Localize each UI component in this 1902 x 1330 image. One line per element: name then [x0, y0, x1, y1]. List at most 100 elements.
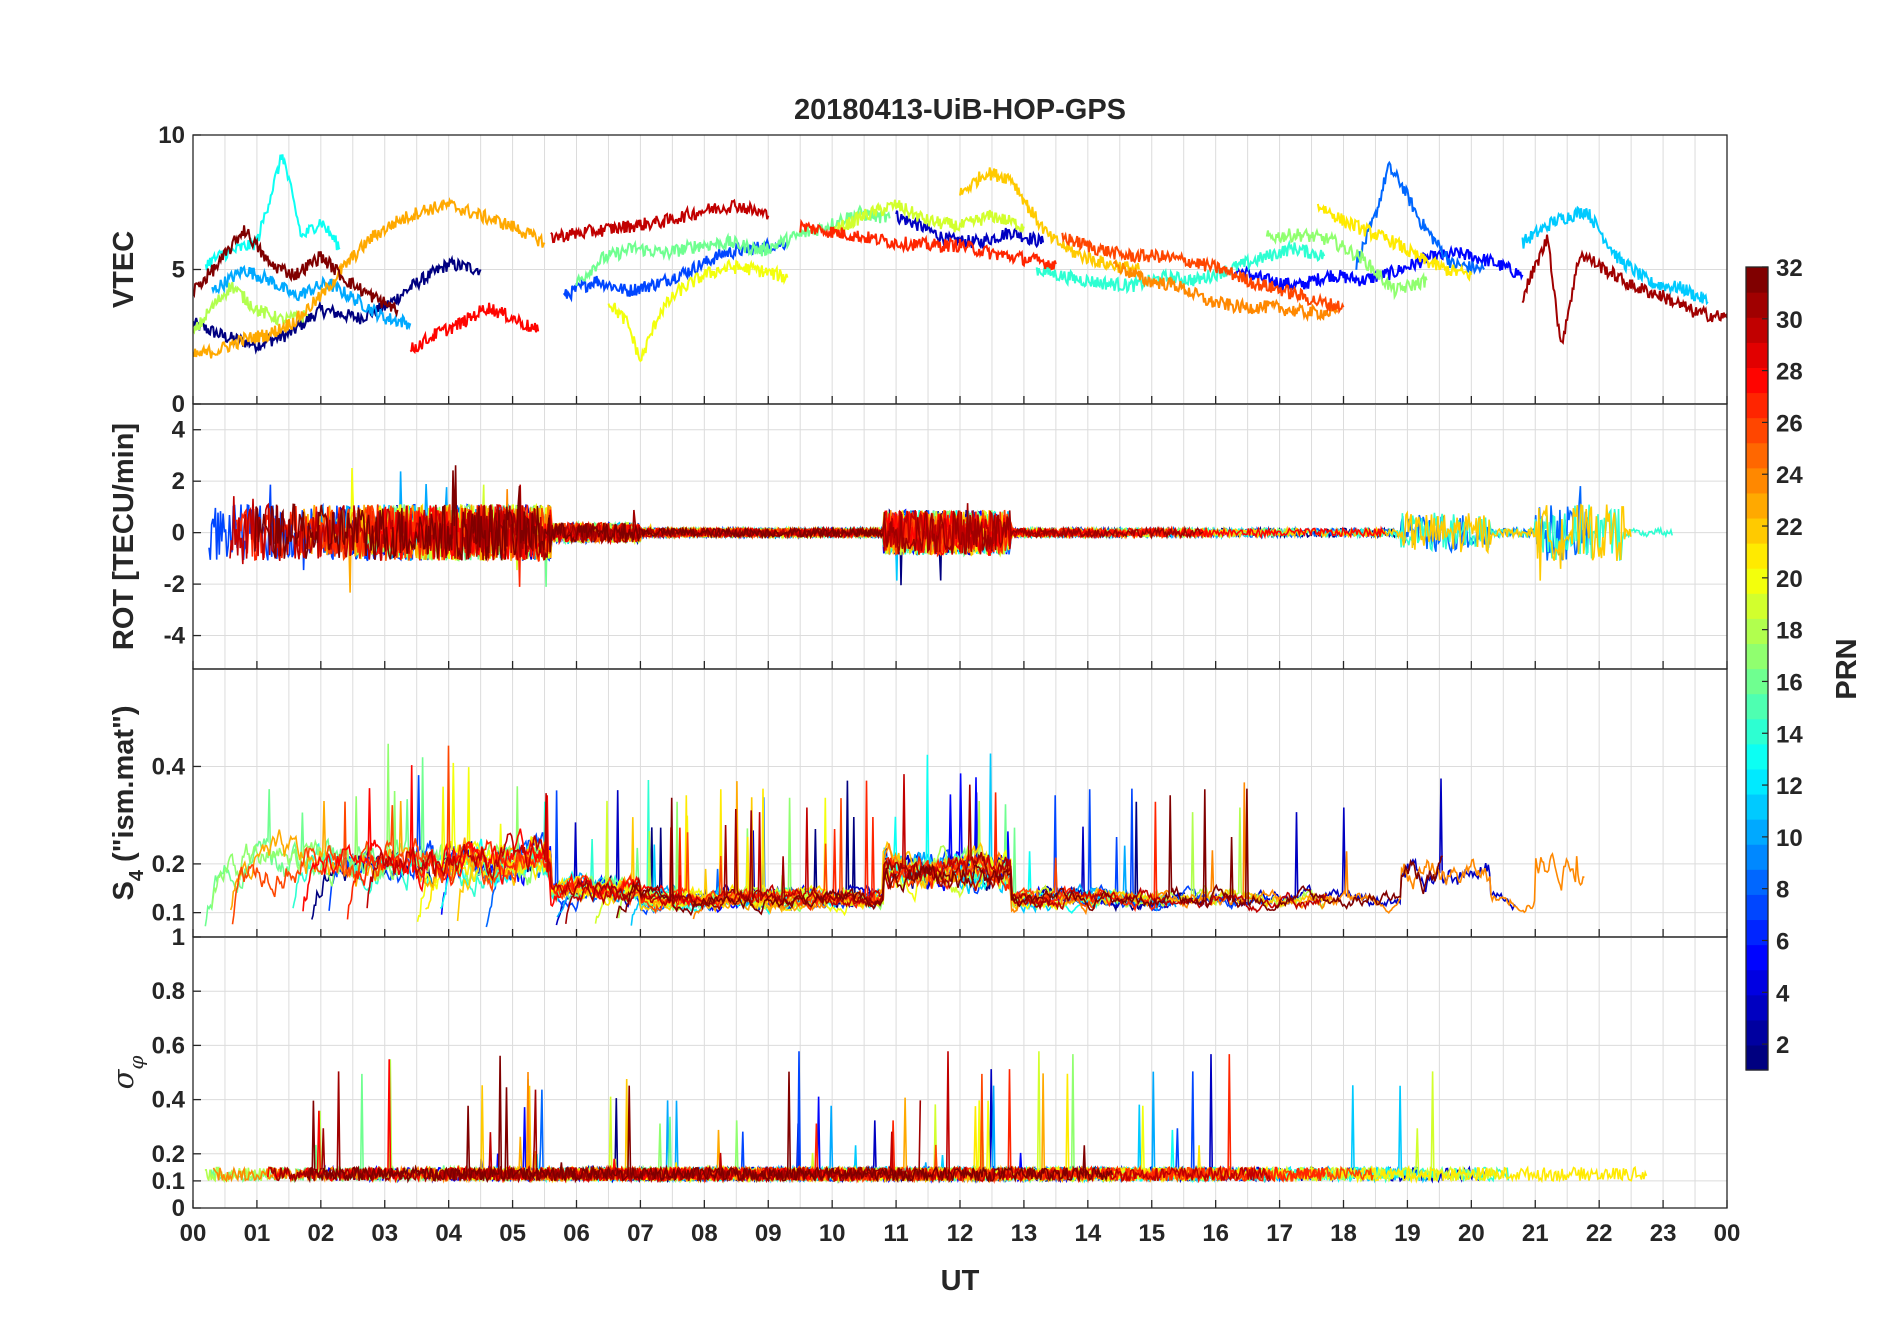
- colorbar-segment: [1746, 367, 1768, 394]
- vtec-series-prn-31: [1521, 234, 1727, 345]
- vtec-series-prn-8: [1355, 160, 1485, 275]
- vtec-series-prn-24: [1112, 259, 1339, 323]
- colorbar-segment: [1746, 743, 1768, 770]
- colorbar-tick-label: 20: [1776, 566, 1803, 593]
- x-tick-label: 21: [1522, 1220, 1549, 1247]
- vtec-series-prn-28: [409, 302, 540, 355]
- vtec-series-prn-7: [562, 236, 788, 303]
- y-tick-label: 10: [158, 122, 185, 149]
- y-axis-label-sub: φ: [124, 1056, 148, 1070]
- panel-sigma: 00.10.2 0.4 0.6 0.8 1 σφ 00 01 02 03 04 05 06 07 08 09 1…: [106, 924, 1740, 1247]
- colorbar-segment: [1746, 668, 1768, 695]
- rot-series-prn-30: [229, 484, 1100, 565]
- colorbar-segment: [1746, 593, 1768, 619]
- colorbar-segment: [1746, 568, 1768, 594]
- y-tick-label: 5: [172, 257, 185, 284]
- y-axis-label-main: S: [108, 881, 140, 900]
- colorbar-segment: [1746, 793, 1768, 820]
- x-axis-label: UT: [941, 1265, 980, 1297]
- colorbar-segment: [1746, 267, 1768, 293]
- y-tick-label: 4: [172, 417, 186, 444]
- colorbar-segment: [1746, 894, 1768, 921]
- y-tick-label: 1: [172, 924, 185, 951]
- y-tick-label: 0.2: [152, 851, 185, 878]
- colorbar-segment: [1746, 969, 1768, 996]
- x-tick-label: 03: [371, 1220, 398, 1247]
- vtec-series-prn-27: [799, 218, 1057, 271]
- colorbar-segment: [1746, 1019, 1768, 1046]
- panel-vtec: 0 5 10 VTEC: [108, 122, 1728, 418]
- y-tick-label: 0.4: [152, 753, 186, 780]
- x-tick-label: 19: [1394, 1220, 1421, 1247]
- x-tick-label: 12: [947, 1220, 974, 1247]
- y-axis-label-sub: 4: [126, 869, 148, 881]
- colorbar-tick-label: 22: [1776, 514, 1803, 541]
- colorbar-segment: [1746, 718, 1768, 745]
- x-tick-label: 09: [755, 1220, 782, 1247]
- x-tick-label: 17: [1266, 1220, 1293, 1247]
- vtec-series-prn-26: [1061, 231, 1345, 315]
- colorbar-tick-label: 12: [1776, 773, 1803, 800]
- colorbar-segment: [1746, 492, 1768, 519]
- colorbar-tick-label: 18: [1776, 618, 1803, 645]
- y-tick-label: 0: [172, 520, 185, 547]
- x-tick-label: 13: [1011, 1220, 1038, 1247]
- x-tick-label: 23: [1650, 1220, 1677, 1247]
- colorbar-frame: [1745, 266, 1769, 1071]
- series-layer: [204, 1051, 1648, 1185]
- colorbar-segment: [1746, 919, 1768, 946]
- panel-rot: -4 -2 0 2 4 ROT [TECU/min]: [108, 403, 1728, 670]
- colorbar-segment: [1746, 517, 1768, 544]
- series-layer: [204, 743, 1585, 928]
- vtec-series-prn-19: [831, 199, 1025, 238]
- sigma-series-prn-32: [306, 1055, 1114, 1184]
- x-tick-label: 07: [627, 1220, 654, 1247]
- colorbar-tick-label: 30: [1776, 307, 1803, 334]
- x-tick-label: 05: [499, 1220, 526, 1247]
- x-tick-label: 10: [819, 1220, 846, 1247]
- x-tick-label: 08: [691, 1220, 718, 1247]
- y-axis-label: ROT [TECU/min]: [108, 423, 140, 650]
- rot-series-prn-32: [254, 465, 884, 561]
- chart-title: 20180413-UiB-HOP-GPS: [794, 94, 1126, 126]
- y-tick-label: 0: [172, 1195, 185, 1222]
- x-tick-label: 20: [1458, 1220, 1485, 1247]
- x-tick-label: 00: [180, 1220, 207, 1247]
- colorbar-segment: [1746, 342, 1768, 368]
- y-axis-label: VTEC: [108, 231, 140, 308]
- y-tick-label: -2: [164, 571, 185, 598]
- x-tick-label: 14: [1074, 1220, 1101, 1247]
- colorbar-segment: [1746, 994, 1768, 1021]
- colorbar-tick-label: 4: [1776, 980, 1790, 1007]
- colorbar-segment: [1746, 442, 1768, 469]
- vtec-series-prn-17: [1265, 227, 1428, 301]
- x-tick-label: 00: [1714, 1220, 1741, 1247]
- colorbar-segment: [1746, 869, 1768, 895]
- y-tick-label: 0.8: [152, 978, 185, 1005]
- x-tick-label: 01: [244, 1220, 271, 1247]
- vtec-series-prn-23: [193, 196, 546, 359]
- colorbar-tick-label: 10: [1776, 825, 1803, 852]
- x-tick-label: 04: [435, 1220, 462, 1247]
- colorbar-segment: [1746, 768, 1768, 795]
- colorbar-tick-label: 16: [1776, 669, 1803, 696]
- vtec-series-prn-11: [1521, 205, 1709, 306]
- x-tick-label: 11: [883, 1220, 908, 1247]
- vtec-series-prn-21: [1316, 203, 1473, 282]
- colorbar-tick-label: 8: [1776, 877, 1789, 904]
- colorbar-segment: [1746, 693, 1768, 720]
- y-tick-label: 0.1: [152, 1168, 185, 1195]
- y-axis-label: S4 ("ism.mat"): [108, 706, 148, 901]
- x-tick-label: 16: [1202, 1220, 1229, 1247]
- y-axis-label: σφ: [106, 1056, 148, 1090]
- s4-series-prn-30: [366, 774, 1328, 914]
- colorbar-segment: [1746, 944, 1768, 971]
- y-tick-label: 0.4: [152, 1087, 186, 1114]
- x-tick-label: 18: [1330, 1220, 1357, 1247]
- colorbar-tick-label: 28: [1776, 359, 1803, 386]
- colorbar-tick-label: 26: [1776, 410, 1803, 437]
- x-tick-label: 02: [307, 1220, 334, 1247]
